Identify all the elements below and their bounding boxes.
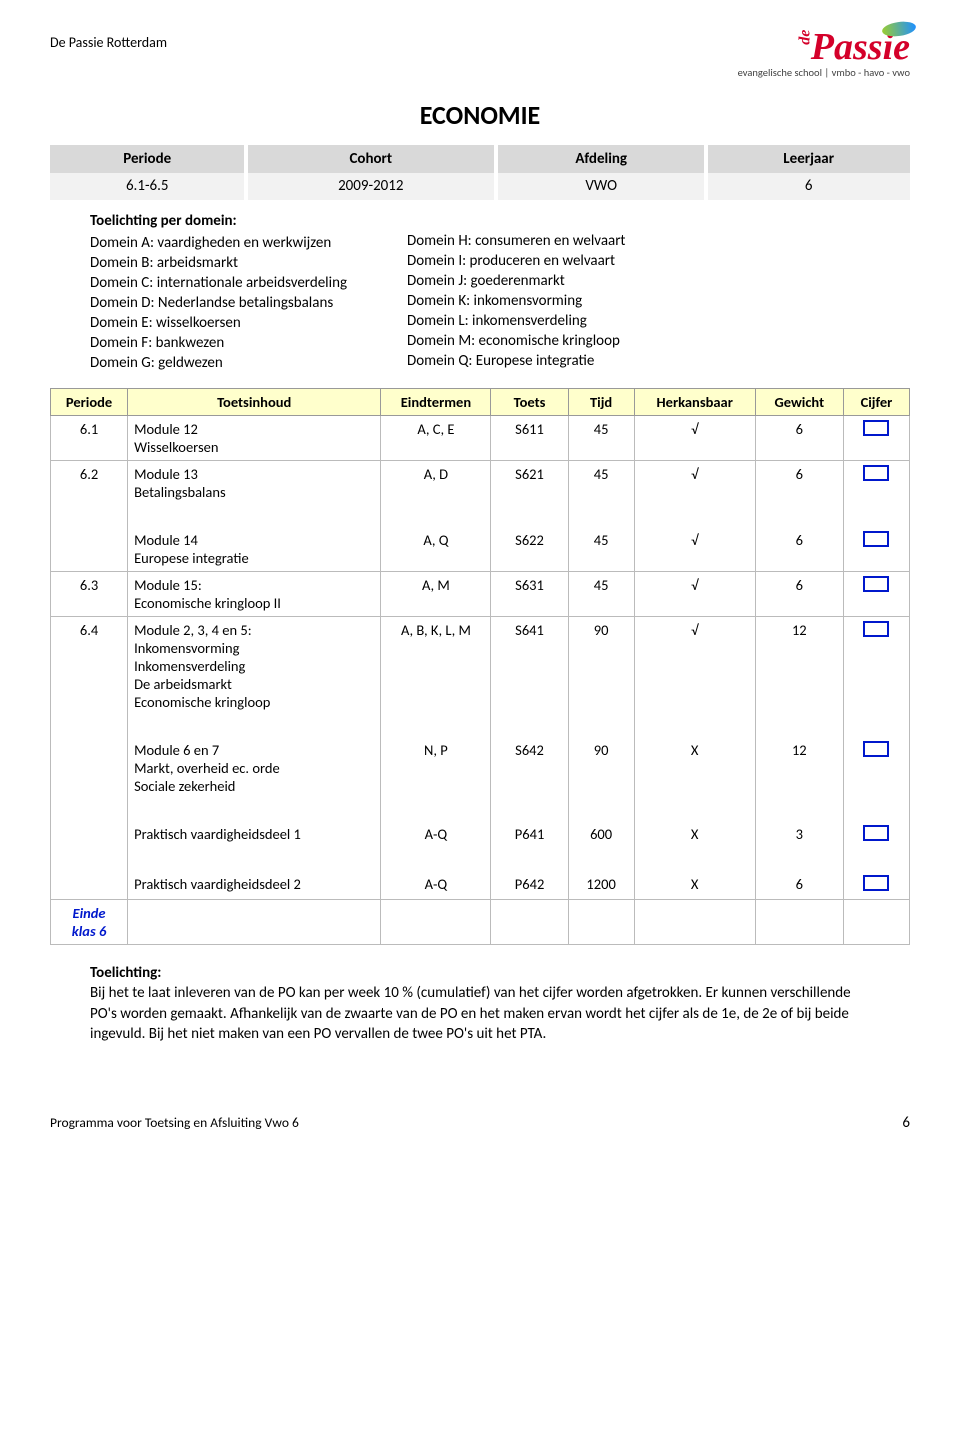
table-row: Module 6 en 7Markt, overheid ec. ordeSoc…	[51, 737, 910, 799]
footer-program: Programma voor Toetsing en Afsluiting Vw…	[50, 1114, 299, 1132]
domain-item: Domein K: inkomensvorming	[407, 292, 625, 310]
domain-item: Domein Q: Europese integratie	[407, 352, 625, 370]
domain-item: Domein I: produceren en welvaart	[407, 252, 625, 270]
domain-item: Domein L: inkomensverdeling	[407, 312, 625, 330]
explanation-block: Toelichting: Bij het te laat inleveren v…	[90, 963, 870, 1044]
grade-box	[863, 825, 889, 841]
col-header: Periode	[51, 389, 128, 416]
domain-item: Domein M: economische kringloop	[407, 332, 625, 350]
einde-row: Eindeklas 6	[51, 900, 910, 945]
grade-box	[863, 465, 889, 481]
grade-box	[863, 576, 889, 592]
page-footer: Programma voor Toetsing en Afsluiting Vw…	[50, 1114, 910, 1132]
info-header: Cohort	[246, 146, 497, 173]
domain-explanation: Toelichting per domein: Domein A: vaardi…	[90, 212, 910, 372]
info-table: Periode Cohort Afdeling Leerjaar 6.1-6.5…	[50, 145, 910, 200]
domain-item: Domein E: wisselkoersen	[90, 314, 347, 332]
table-row: 6.2Module 13BetalingsbalansA, DS62145√6	[51, 461, 910, 506]
page-header: De Passie Rotterdam dePassie evangelisch…	[50, 30, 910, 79]
table-row: Praktisch vaardigheidsdeel 2A-QP6421200X…	[51, 871, 910, 900]
table-row: 6.3Module 15:Economische kringloop IIA, …	[51, 572, 910, 617]
table-row: Module 14Europese integratieA, QS62245√6	[51, 527, 910, 572]
page-number: 6	[902, 1114, 910, 1132]
domain-item: Domein F: bankwezen	[90, 334, 347, 352]
organization-name: De Passie Rotterdam	[50, 30, 167, 51]
info-value: 6.1-6.5	[51, 173, 246, 200]
domain-heading: Toelichting per domein:	[90, 212, 347, 230]
grade-box	[863, 531, 889, 547]
info-header: Periode	[51, 146, 246, 173]
domain-item: Domein A: vaardigheden en werkwijzen	[90, 234, 347, 252]
domain-item: Domein J: goederenmarkt	[407, 272, 625, 290]
assessment-table: Periode Toetsinhoud Eindtermen Toets Tij…	[50, 388, 910, 945]
info-value: 6	[706, 173, 909, 200]
domain-col-right: Domein H: consumeren en welvaart Domein …	[407, 212, 625, 372]
grade-box	[863, 875, 889, 891]
table-row: 6.4Module 2, 3, 4 en 5:InkomensvormingIn…	[51, 617, 910, 716]
col-header: Toetsinhoud	[128, 389, 381, 416]
domain-item: Domein D: Nederlandse betalingsbalans	[90, 294, 347, 312]
domain-item: Domein B: arbeidsmarkt	[90, 254, 347, 272]
explanation-body: Bij het te laat inleveren van de PO kan …	[90, 984, 851, 1043]
info-value: 2009-2012	[246, 173, 497, 200]
col-header: Herkansbaar	[634, 389, 755, 416]
info-header: Afdeling	[496, 146, 706, 173]
einde-label: Eindeklas 6	[51, 900, 128, 945]
col-header: Toets	[491, 389, 568, 416]
logo-tagline: evangelische school | vmbo - havo - vwo	[738, 66, 910, 79]
table-row: 6.1Module 12WisselkoersenA, C, ES61145√6	[51, 416, 910, 461]
table-header-row: Periode Toetsinhoud Eindtermen Toets Tij…	[51, 389, 910, 416]
domain-col-left: Toelichting per domein: Domein A: vaardi…	[90, 212, 347, 372]
grade-box	[863, 420, 889, 436]
info-value-row: 6.1-6.5 2009-2012 VWO 6	[51, 173, 910, 200]
explanation-heading: Toelichting:	[90, 964, 161, 982]
domain-item: Domein H: consumeren en welvaart	[407, 232, 625, 250]
info-value: VWO	[496, 173, 706, 200]
col-header: Tijd	[568, 389, 634, 416]
grade-box	[863, 741, 889, 757]
logo-wordmark: dePassie	[798, 30, 910, 64]
domain-item: Domein G: geldwezen	[90, 354, 347, 372]
col-header: Gewicht	[755, 389, 843, 416]
col-header: Eindtermen	[381, 389, 491, 416]
col-header: Cijfer	[843, 389, 909, 416]
table-row: Praktisch vaardigheidsdeel 1A-QP641600X3	[51, 821, 910, 849]
page-title: ECONOMIE	[50, 99, 910, 131]
domain-item: Domein C: internationale arbeidsverdelin…	[90, 274, 347, 292]
info-header: Leerjaar	[706, 146, 909, 173]
logo: dePassie evangelische school | vmbo - ha…	[738, 30, 910, 79]
grade-box	[863, 621, 889, 637]
info-header-row: Periode Cohort Afdeling Leerjaar	[51, 146, 910, 173]
